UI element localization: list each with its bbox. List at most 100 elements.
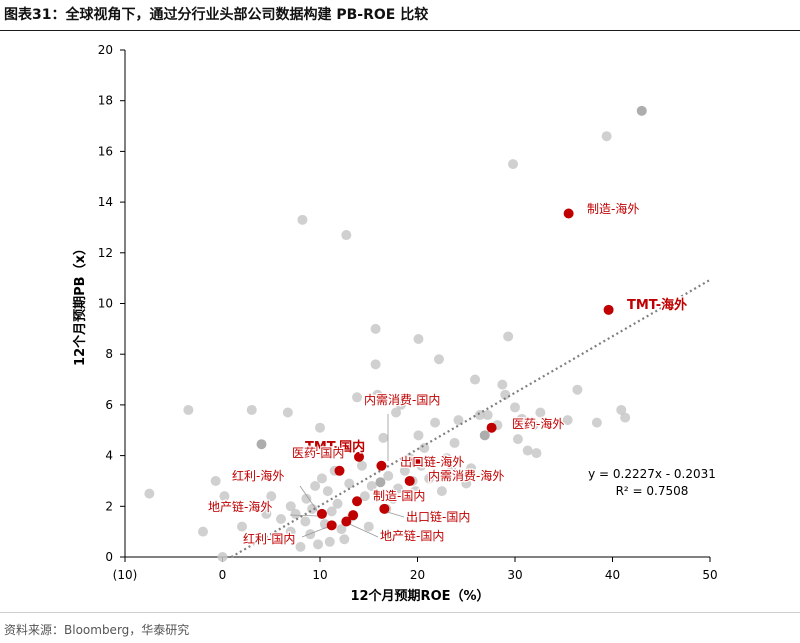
point-label: 出口链-海外 [400, 454, 464, 469]
background-point [395, 399, 406, 410]
background-point [256, 439, 267, 450]
trendline-r-squared: R² = 0.7508 [616, 484, 689, 498]
label-leader-line [299, 485, 319, 513]
highlighted-point [410, 456, 421, 467]
background-point [562, 415, 573, 426]
y-axis-label: 12个月预期PB（x） [72, 242, 88, 366]
background-point [508, 159, 519, 170]
highlighted-point [486, 422, 497, 433]
point-label: 红利-国内 [243, 531, 295, 546]
background-point [326, 506, 337, 517]
background-point [413, 333, 424, 344]
y-tick-label: 4 [105, 449, 113, 463]
point-label: 出口链-国内 [406, 509, 470, 524]
background-point [290, 508, 301, 519]
point-label: 制造-国内 [373, 489, 425, 503]
background-point [183, 404, 194, 415]
background-point [352, 392, 363, 403]
y-tick-label: 14 [98, 195, 113, 209]
label-leader-line [289, 514, 319, 517]
background-point [482, 410, 493, 421]
background-point [322, 486, 333, 497]
background-point [276, 513, 286, 524]
background-point [316, 473, 327, 484]
background-point [542, 417, 553, 428]
background-point [324, 536, 335, 547]
background-point [449, 437, 460, 448]
background-point [300, 516, 311, 527]
point-label: TMT-海外 [627, 297, 687, 313]
background-point [297, 214, 308, 225]
x-axis-label: 12个月预期ROE（%） [350, 588, 489, 604]
background-point [370, 359, 381, 370]
trendline-equation: y = 0.2227x - 0.2031 [588, 467, 716, 481]
background-point [510, 402, 520, 413]
point-label: 制造-海外 [587, 201, 639, 216]
background-point [522, 445, 533, 456]
background-point [261, 508, 272, 519]
y-tick-label: 12 [98, 246, 113, 260]
background-point [410, 486, 421, 497]
x-tick-label: 40 [605, 568, 620, 582]
highlighted-point [352, 496, 363, 507]
trendline-layer [230, 278, 711, 559]
background-point [144, 488, 155, 499]
background-point [372, 389, 383, 400]
y-tick-label: 16 [98, 144, 113, 158]
background-point [479, 430, 490, 441]
background-point [341, 230, 352, 241]
highlighted-point [348, 510, 359, 521]
background-point [301, 493, 312, 504]
point-label: 地产链-海外 [208, 499, 272, 514]
background-point [436, 486, 447, 497]
background-point [210, 475, 221, 486]
background-point [413, 430, 424, 441]
background-point [616, 404, 627, 415]
x-tick-label: (10) [113, 568, 138, 582]
background-point [424, 473, 435, 484]
background-point [271, 531, 282, 542]
background-point [497, 379, 508, 390]
background-point [393, 483, 403, 494]
background-point [363, 521, 374, 532]
background-point [198, 526, 208, 537]
highlighted-points [316, 208, 614, 531]
highlighted-point [316, 508, 327, 519]
background-point [378, 432, 389, 443]
background-point [282, 407, 293, 418]
background-point [359, 491, 370, 502]
background-point [366, 481, 377, 492]
point-label: 医药-海外 [512, 416, 564, 431]
y-tick-label: 10 [98, 297, 113, 311]
background-point [430, 417, 441, 428]
background-point [601, 131, 612, 142]
background-point [620, 412, 631, 423]
background-point [433, 354, 444, 365]
highlighted-point [376, 460, 387, 471]
background-point [315, 422, 325, 433]
background-point [512, 434, 523, 445]
x-tick-label: 0 [219, 568, 227, 582]
background-point [388, 493, 399, 504]
background-point [474, 410, 485, 421]
background-point [466, 463, 477, 474]
background-point [446, 465, 457, 476]
background-point [266, 491, 277, 502]
title-divider [0, 30, 800, 31]
source-note: 资料来源：Bloomberg，华泰研究 [4, 623, 190, 637]
x-tick-label: 20 [410, 568, 425, 582]
background-point [516, 413, 527, 424]
background-point [246, 404, 257, 415]
background-point [441, 453, 452, 464]
background-point [500, 389, 511, 400]
point-label: TMT-国内 [305, 439, 365, 455]
y-tick-label: 2 [105, 499, 113, 513]
background-point [399, 465, 410, 476]
point-label: 内需消费-国内 [364, 393, 440, 407]
background-point [591, 417, 602, 428]
background-point [219, 491, 230, 502]
background-point [531, 448, 542, 459]
background-point [310, 481, 321, 492]
background-point [336, 524, 347, 535]
